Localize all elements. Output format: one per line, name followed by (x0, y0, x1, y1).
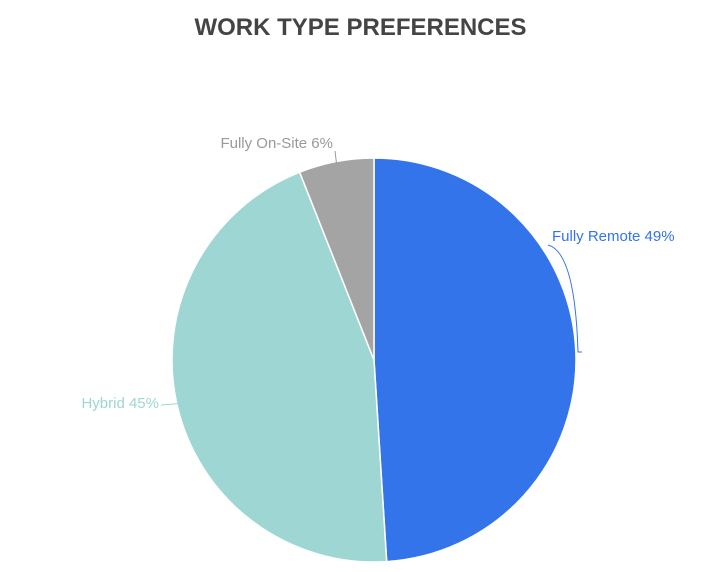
slice-label-fully-on-site: Fully On-Site 6% (220, 135, 333, 152)
pie-slices (171, 157, 577, 563)
leader-line-fully-on-site (334, 150, 338, 164)
leader-line-hybrid (160, 403, 179, 406)
slice-label-fully-remote: Fully Remote 49% (552, 228, 675, 245)
pie-slice-fully-remote (373, 157, 577, 563)
slice-labels: Fully Remote 49% Hybrid 45% Fully On-Site … (81, 135, 674, 412)
slice-label-hybrid: Hybrid 45% (81, 395, 159, 412)
leader-line-fully-remote (547, 244, 582, 353)
label-leaders (160, 150, 582, 406)
chart-title: WORK TYPE PREFERENCES (194, 14, 527, 41)
